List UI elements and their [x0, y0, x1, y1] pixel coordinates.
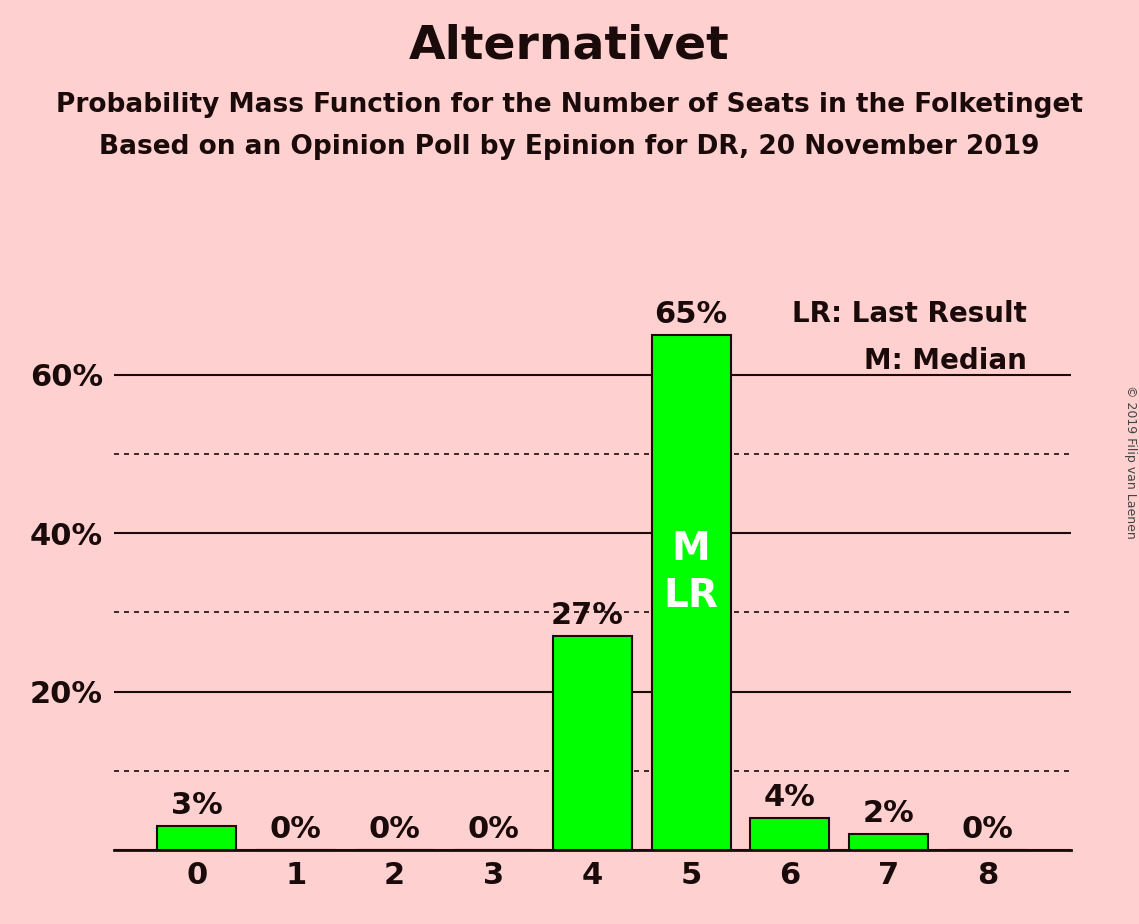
- Text: M
LR: M LR: [664, 530, 719, 615]
- Text: 3%: 3%: [171, 791, 223, 820]
- Bar: [552, 637, 632, 850]
- Text: 65%: 65%: [655, 300, 728, 329]
- Text: 0%: 0%: [270, 815, 321, 844]
- Text: 2%: 2%: [863, 799, 915, 828]
- Text: 0%: 0%: [369, 815, 420, 844]
- Bar: [157, 826, 237, 850]
- Text: LR: Last Result: LR: Last Result: [793, 299, 1027, 328]
- Text: Alternativet: Alternativet: [409, 23, 730, 68]
- Bar: [751, 819, 829, 850]
- Text: 0%: 0%: [467, 815, 519, 844]
- Bar: [850, 834, 928, 850]
- Text: 27%: 27%: [551, 601, 624, 630]
- Text: 0%: 0%: [961, 815, 1014, 844]
- Bar: [652, 335, 730, 850]
- Text: Probability Mass Function for the Number of Seats in the Folketinget: Probability Mass Function for the Number…: [56, 92, 1083, 118]
- Text: 4%: 4%: [764, 783, 816, 812]
- Text: Based on an Opinion Poll by Epinion for DR, 20 November 2019: Based on an Opinion Poll by Epinion for …: [99, 134, 1040, 160]
- Text: © 2019 Filip van Laenen: © 2019 Filip van Laenen: [1124, 385, 1137, 539]
- Text: M: Median: M: Median: [865, 347, 1027, 375]
